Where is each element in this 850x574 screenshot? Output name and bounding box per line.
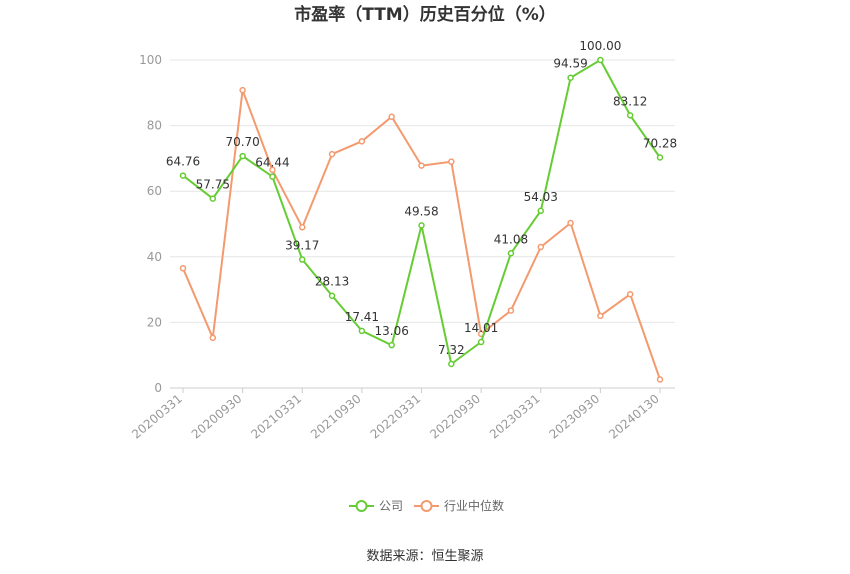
- data-point-0: [328, 292, 336, 299]
- legend[interactable]: 公司 行业中位数: [349, 498, 504, 513]
- data-point-1: [388, 113, 395, 120]
- x-tick-label: 20220331: [368, 392, 424, 442]
- data-point-1: [328, 150, 336, 158]
- data-label: 54.03: [524, 190, 558, 204]
- x-tick-label: 20210331: [248, 392, 304, 442]
- data-label: 100.00: [579, 39, 621, 53]
- data-point-1: [567, 219, 574, 227]
- data-label: 39.17: [285, 239, 319, 253]
- data-point-1: [418, 162, 425, 169]
- y-tick-label: 60: [147, 184, 162, 198]
- grid-lines: [170, 59, 675, 323]
- x-tick-label: 20210930: [308, 392, 364, 442]
- data-point-0: [179, 172, 187, 179]
- x-tick-label: 20230331: [487, 392, 543, 442]
- data-point-1: [179, 265, 187, 272]
- y-axis: 0 20 40 60 80 100: [139, 53, 162, 395]
- data-point-1: [448, 158, 455, 165]
- data-label: 64.76: [166, 155, 200, 169]
- data-point-0: [269, 173, 276, 180]
- data-label: 70.70: [225, 135, 259, 149]
- x-tick-label: 20220930: [427, 392, 483, 442]
- data-label: 70.28: [643, 136, 677, 150]
- data-labels: 64.76 57.75 70.70 64.44 39.17 28.13 17.4113.06…: [166, 39, 677, 357]
- data-label: 49.58: [404, 204, 438, 218]
- legend-item-industry[interactable]: 行业中位数: [414, 498, 504, 513]
- data-label: 64.44: [255, 156, 289, 170]
- data-label: 57.75: [196, 178, 230, 192]
- data-point-0: [567, 74, 574, 81]
- data-point-0: [239, 152, 246, 160]
- series-layer: [179, 56, 664, 383]
- data-point-1: [269, 166, 276, 174]
- data-label: 17.41: [345, 310, 379, 324]
- data-point-0: [448, 360, 455, 368]
- data-point-0: [209, 195, 217, 202]
- data-point-0: [626, 112, 634, 119]
- x-tick-label: 20240130: [606, 392, 662, 442]
- data-point-0: [477, 338, 485, 346]
- chart-title: 市盈率（TTM）历史百分位（%）: [294, 4, 556, 25]
- data-point-1: [239, 86, 246, 94]
- data-label: 28.13: [315, 275, 349, 289]
- y-tick-label: 0: [154, 381, 162, 395]
- data-point-1: [507, 307, 515, 314]
- x-tick-label: 20200331: [129, 392, 185, 442]
- data-point-0: [656, 154, 664, 161]
- legend-industry-label: 行业中位数: [444, 498, 504, 513]
- data-point-1: [209, 334, 217, 342]
- legend-company-marker-icon: [355, 500, 368, 512]
- data-point-0: [299, 256, 306, 263]
- data-point-1: [656, 376, 664, 383]
- data-point-0: [597, 56, 604, 64]
- data-label: 41.08: [494, 232, 528, 246]
- data-label: 94.59: [553, 57, 587, 71]
- legend-industry-marker-icon: [420, 500, 433, 512]
- data-point-0: [418, 222, 425, 229]
- y-tick-label: 20: [147, 315, 162, 329]
- x-axis: 20200331 20200930 20210331 20210930 20220331…: [129, 387, 675, 442]
- y-tick-label: 80: [147, 119, 162, 133]
- legend-item-company[interactable]: 公司: [349, 499, 403, 513]
- y-tick-label: 40: [147, 250, 162, 264]
- x-tick-label: 20200930: [189, 392, 245, 442]
- series-line-1: [182, 89, 661, 380]
- data-point-0: [388, 341, 395, 349]
- data-label: 13.06: [375, 324, 409, 338]
- data-label: 83.12: [613, 94, 647, 108]
- data-point-1: [299, 224, 306, 231]
- data-point-0: [358, 327, 366, 335]
- data-point-1: [597, 312, 604, 320]
- data-label: 14.01: [464, 321, 498, 335]
- legend-company-label: 公司: [379, 499, 403, 513]
- data-point-0: [507, 250, 515, 257]
- data-point-0: [537, 207, 544, 215]
- data-point-1: [626, 290, 634, 298]
- y-tick-label: 100: [139, 53, 162, 67]
- data-label: 7.32: [438, 343, 465, 357]
- data-point-1: [358, 138, 366, 145]
- data-point-1: [537, 243, 544, 251]
- data-source: 数据来源：恒生聚源: [366, 549, 483, 564]
- x-tick-label: 20230930: [547, 392, 603, 442]
